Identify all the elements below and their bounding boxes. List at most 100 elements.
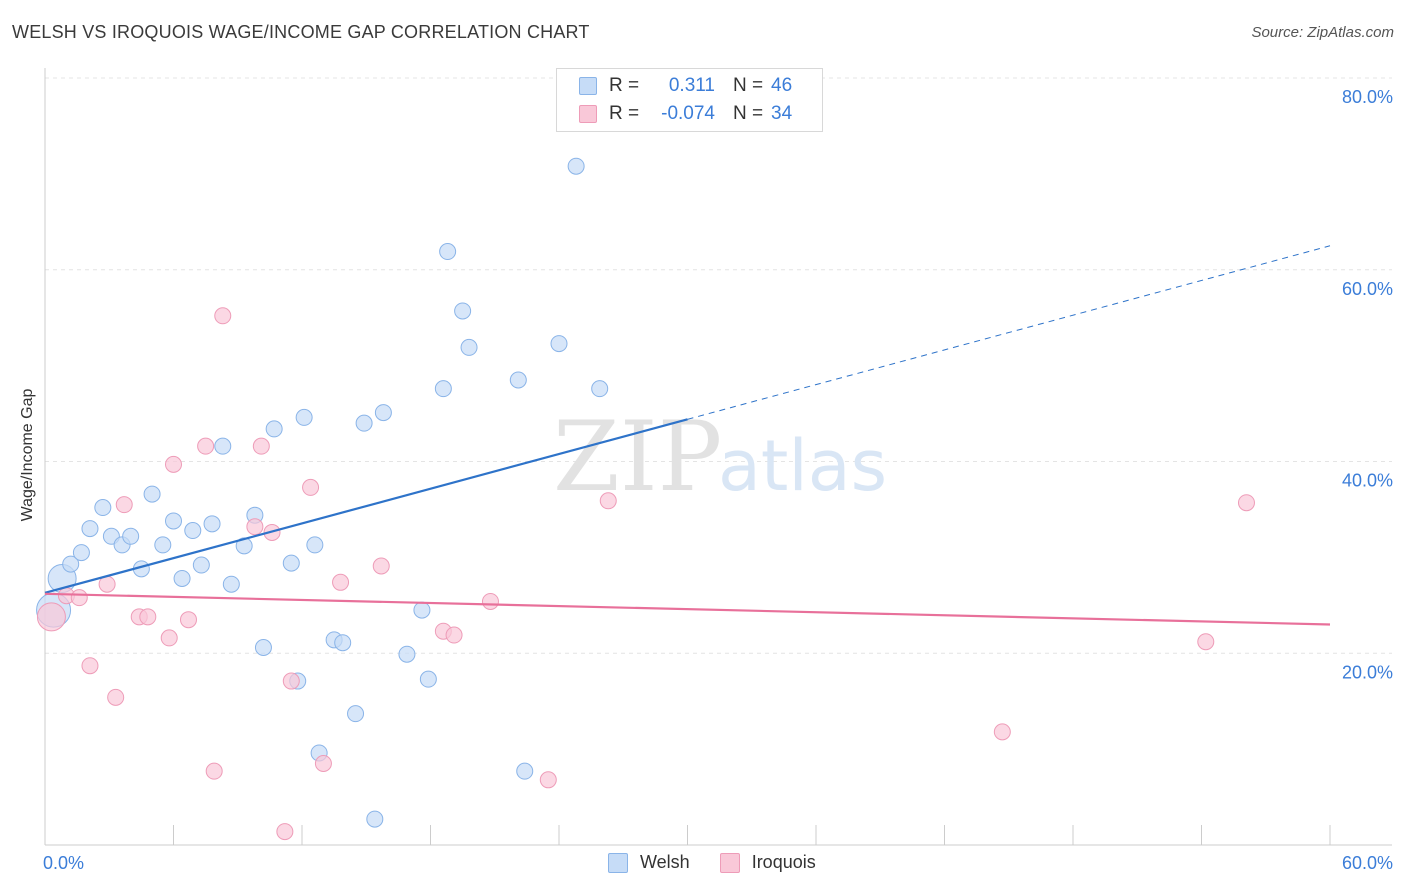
iroquois-point-14 (214, 307, 232, 325)
iroquois-point-0 (36, 602, 66, 632)
legend-item-iroquois: Iroquois (719, 852, 816, 873)
welsh-point-22 (265, 420, 283, 438)
welsh-point-37 (434, 380, 452, 398)
welsh-point-19 (235, 537, 253, 555)
iroquois-point-10 (165, 455, 182, 473)
axes (44, 68, 1392, 846)
grid-lines (45, 77, 1392, 654)
svg-text:ZIP: ZIP (553, 401, 722, 513)
welsh-point-34 (398, 645, 416, 663)
welsh-n-label: N = (733, 75, 764, 96)
iroquois-point-11 (179, 611, 197, 629)
y-tick-label-0: 20.0% (1342, 662, 1393, 682)
iroquois-point-21 (314, 755, 332, 773)
iroquois-trend-line (44, 592, 1331, 626)
welsh-point-14 (184, 522, 202, 540)
welsh-point-5 (94, 499, 112, 517)
y-tick-label-1: 40.0% (1342, 471, 1393, 491)
welsh-point-29 (334, 634, 352, 652)
iroquois-point-12 (197, 437, 215, 455)
iroquois-point-3 (81, 657, 99, 675)
iroquois-swatch-icon (579, 105, 597, 123)
iroquois-point-18 (276, 823, 294, 841)
welsh-point-25 (295, 408, 313, 426)
zipatlas-watermark: ZIP atlas (553, 401, 887, 513)
welsh-point-23 (282, 554, 300, 572)
welsh-point-35 (413, 601, 431, 619)
svg-text:atlas: atlas (718, 425, 887, 507)
welsh-point-10 (143, 485, 161, 503)
welsh-point-41 (509, 371, 527, 389)
welsh-point-42 (516, 762, 534, 780)
welsh-point-36 (419, 670, 437, 688)
iroquois-point-29 (993, 723, 1011, 741)
welsh-point-4 (81, 520, 99, 538)
welsh-point-38 (439, 243, 457, 261)
iroquois-point-15 (246, 518, 264, 536)
iroquois-point-28 (599, 492, 617, 510)
iroquois-point-19 (282, 672, 300, 690)
iroquois-n-label: N = (733, 103, 764, 124)
iroquois-point-20 (302, 478, 320, 496)
iroquois-point-16 (252, 437, 270, 455)
welsh-legend-icon (608, 852, 628, 873)
iroquois-point-13 (205, 762, 223, 780)
data-points (36, 157, 1255, 841)
welsh-point-43 (550, 335, 568, 353)
legend-row-iroquois: R = -0.074 N = 34 (579, 100, 792, 128)
iroquois-point-27 (539, 771, 557, 789)
iroquois-point-25 (445, 626, 463, 644)
welsh-point-17 (214, 437, 232, 455)
welsh-point-12 (165, 512, 182, 530)
welsh-point-33 (374, 404, 392, 422)
source-label: Source: ZipAtlas.com (1251, 24, 1394, 41)
welsh-point-30 (347, 705, 365, 723)
welsh-point-15 (192, 556, 210, 574)
y-tick-label-2: 60.0% (1342, 279, 1393, 299)
welsh-point-3 (72, 544, 90, 562)
welsh-r-value: 0.311 (668, 75, 715, 96)
correlation-legend: R = 0.311 N = 46 R = -0.074 N = 34 (556, 68, 823, 132)
iroquois-n-value: 34 (771, 103, 793, 124)
iroquois-point-31 (1237, 494, 1255, 512)
iroquois-point-5 (107, 688, 125, 706)
legend-item-welsh: Welsh (608, 852, 690, 873)
legend-iroquois-label: Iroquois (751, 852, 816, 872)
iroquois-r-label: R = (609, 103, 640, 124)
welsh-point-32 (366, 810, 384, 828)
welsh-point-21 (254, 638, 272, 656)
welsh-trend-line (44, 418, 688, 594)
welsh-point-18 (222, 575, 240, 593)
welsh-point-8 (122, 527, 140, 545)
welsh-swatch-icon (579, 77, 597, 95)
iroquois-point-26 (481, 592, 499, 610)
welsh-point-11 (154, 536, 172, 554)
iroquois-point-6 (115, 496, 133, 514)
iroquois-point-8 (139, 608, 157, 626)
welsh-point-39 (454, 302, 472, 320)
iroquois-point-9 (160, 629, 178, 647)
welsh-point-40 (460, 338, 478, 356)
welsh-point-44 (567, 157, 585, 175)
welsh-point-16 (203, 515, 221, 533)
welsh-point-26 (306, 536, 324, 554)
tick-labels: 20.0% 40.0% 60.0% 80.0% 0.0% 60.0% (43, 87, 1393, 873)
welsh-n-value: 46 (771, 75, 793, 96)
welsh-point-31 (355, 414, 373, 432)
iroquois-legend-icon (719, 852, 740, 873)
welsh-r-label: R = (609, 75, 640, 96)
iroquois-point-30 (1197, 633, 1215, 651)
iroquois-point-22 (332, 573, 350, 591)
chart-title: WELSH VS IROQUOIS WAGE/INCOME GAP CORREL… (12, 22, 590, 42)
iroquois-point-23 (372, 557, 390, 575)
welsh-point-13 (173, 569, 191, 587)
x-tick-label-1: 60.0% (1342, 853, 1393, 873)
y-tick-label-3: 80.0% (1342, 87, 1393, 107)
welsh-point-45 (591, 380, 609, 398)
series-legend: Welsh Iroquois (608, 852, 846, 873)
iroquois-r-value: -0.074 (661, 103, 715, 124)
legend-welsh-label: Welsh (640, 852, 690, 872)
welsh-trend-projection (687, 245, 1331, 420)
trend-lines (44, 245, 1331, 626)
